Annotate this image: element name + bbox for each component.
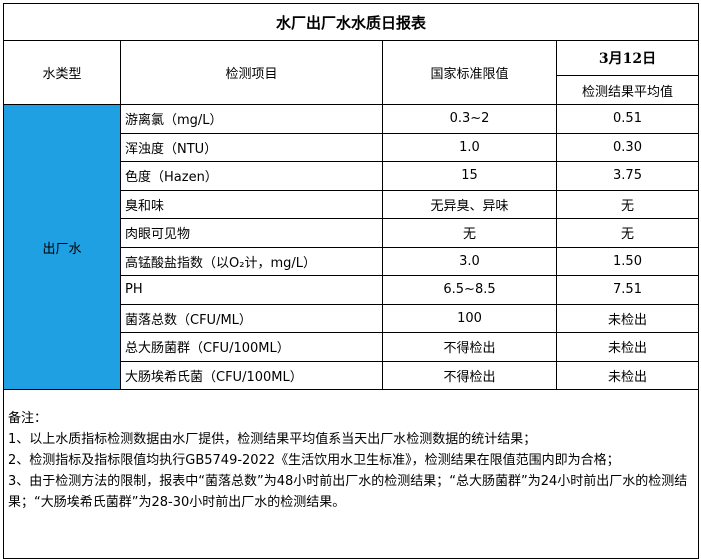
header-cell: 检测结果平均值 — [555, 75, 700, 105]
row: 大肠埃希氏菌（CFU/100ML） 不得检出 未检出 — [4, 360, 700, 390]
header-date: 3月12日 — [555, 40, 700, 76]
item-cell: 色度（Hazen） — [120, 161, 383, 191]
header-cell: 国家标准限值 — [382, 40, 557, 105]
value-cell: 6.5~8.5 — [382, 275, 557, 305]
header-cell: 检测项目 — [120, 40, 383, 105]
notes-row: 备注： 1、以上水质指标检测数据由水厂提供，检测结果平均值系当天出厂水检测数据的统… — [2, 389, 700, 559]
value-cell: 7.51 — [555, 275, 700, 305]
note: 3、由于检测方法的限制，报表中“菌落总数”为48小时前出厂水的检测结果；“总大肠… — [8, 474, 688, 510]
item-cell: PH — [120, 275, 383, 305]
value-cell: 未检出 — [555, 360, 700, 390]
group-cell: 出厂水 — [3, 104, 121, 390]
title: 水厂出厂水水质日报表 — [2, 3, 700, 41]
item-cell: 浑浊度（NTU） — [120, 132, 383, 162]
value-cell: 不得检出 — [382, 332, 557, 362]
value-cell: 未检出 — [555, 332, 700, 362]
value-cell: 不得检出 — [382, 360, 557, 390]
value-cell: 未检出 — [555, 303, 700, 333]
report-table: 水厂出厂水水质日报表 水类型 检测项目 国家标准限值 3月12日 检测结果平均值… — [2, 3, 700, 559]
row: 浑浊度（NTU） 1.0 0.30 — [4, 132, 700, 162]
value-cell: 1.0 — [382, 132, 557, 162]
row: 菌落总数（CFU/ML） 100 未检出 — [4, 303, 700, 333]
note: 2、检测指标及指标限值均执行GB5749-2022《生活饮用水卫生标准》，检测结… — [8, 453, 620, 468]
value-cell: 无 — [555, 189, 700, 219]
value-cell: 15 — [382, 161, 557, 191]
notes-label: 备注： — [8, 411, 48, 426]
notes: 备注： 1、以上水质指标检测数据由水厂提供，检测结果平均值系当天出厂水检测数据的统… — [2, 389, 700, 559]
page: 水厂出厂水水质日报表 水类型 检测项目 国家标准限值 3月12日 检测结果平均值… — [2, 3, 700, 559]
value-cell: 100 — [382, 303, 557, 333]
item-cell: 臭和味 — [120, 189, 383, 219]
note: 1、以上水质指标检测数据由水厂提供，检测结果平均值系当天出厂水检测数据的统计结果… — [8, 432, 537, 447]
value-cell: 无 — [555, 218, 700, 248]
row: 出厂水 游离氯（mg/L） 0.3~2 0.51 — [3, 104, 700, 390]
item-cell: 游离氯（mg/L） — [120, 104, 383, 134]
header-cell: 水类型 — [3, 40, 121, 105]
row: 高锰酸盐指数（以O₂计，mg/L） 3.0 1.50 — [4, 246, 700, 276]
value-cell: 0.30 — [555, 132, 700, 162]
item-cell: 总大肠菌群（CFU/100ML） — [120, 332, 383, 362]
value-cell: 3.0 — [382, 246, 557, 276]
value-cell: 3.75 — [555, 161, 700, 191]
value-cell: 1.50 — [555, 246, 700, 276]
row: 色度（Hazen） 15 3.75 — [4, 161, 700, 191]
item-cell: 菌落总数（CFU/ML） — [120, 303, 383, 333]
value-cell: 无异臭、异味 — [382, 189, 557, 219]
item-cell: 高锰酸盐指数（以O₂计，mg/L） — [120, 246, 383, 276]
value-cell: 无 — [382, 218, 557, 248]
row: 总大肠菌群（CFU/100ML） 不得检出 未检出 — [4, 332, 700, 362]
row: 肉眼可见物无无 — [4, 218, 700, 248]
value-cell: 0.3~2 — [382, 104, 557, 134]
item-cell: 肉眼可见物 — [120, 218, 383, 248]
item-cell: 大肠埃希氏菌（CFU/100ML） — [120, 360, 383, 390]
value-cell: 0.51 — [555, 104, 700, 134]
row: PH 6.5~8.5 7.51 — [4, 275, 700, 305]
row: 臭和味 无异臭、异味无 — [4, 189, 700, 219]
